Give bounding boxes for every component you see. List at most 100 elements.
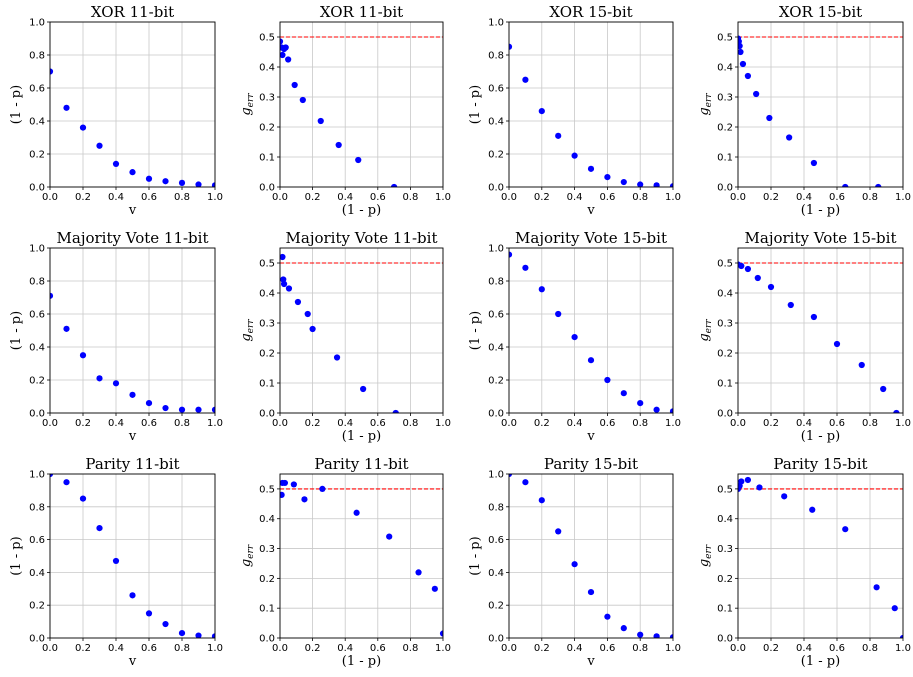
data-point <box>604 376 611 384</box>
data-point <box>620 390 627 397</box>
data-point <box>875 183 882 187</box>
panel-title: Parity 11-bit <box>85 455 179 473</box>
axes-frame <box>49 21 216 188</box>
data-point <box>587 165 595 172</box>
data-point <box>604 174 611 181</box>
points-group <box>280 38 398 187</box>
y-tick-label: 0.4 <box>488 117 504 128</box>
y-tick-label: 0.2 <box>29 376 45 387</box>
data-point <box>587 588 595 596</box>
x-tick-label: 0.6 <box>141 643 157 654</box>
data-point <box>739 60 747 68</box>
points-group <box>738 261 900 413</box>
y-tick-label: 0.5 <box>259 484 275 495</box>
y-tick-label: 0.4 <box>29 343 45 354</box>
data-point <box>96 375 103 382</box>
x-tick-label: 0.0 <box>730 192 746 203</box>
x-tick-label: 1.0 <box>207 192 223 203</box>
data-point <box>162 404 169 412</box>
y-label-main: g <box>239 107 254 115</box>
data-point <box>63 104 70 111</box>
y-axis-label: gerr <box>239 93 256 116</box>
axes-frame <box>737 473 904 639</box>
data-point <box>842 183 849 187</box>
y-axis-label: (1 - p) <box>9 311 24 350</box>
x-tick-label: 1.0 <box>665 192 681 203</box>
y-tick-label: 0.6 <box>29 84 45 95</box>
x-axis-label: (1 - p) <box>342 429 381 444</box>
x-tick-label: 1.0 <box>895 643 911 654</box>
x-axis-label: v <box>586 429 595 444</box>
axes-frame <box>508 473 674 639</box>
panel-title: Majority Vote 15-bit <box>515 229 667 247</box>
data-point <box>653 633 660 638</box>
data-point <box>753 90 760 98</box>
x-tick-label: 0.6 <box>370 418 386 429</box>
points-group <box>738 476 903 638</box>
data-point <box>280 38 284 45</box>
data-point <box>891 605 898 612</box>
y-tick-label: 0.4 <box>259 514 275 525</box>
points-group <box>509 251 673 413</box>
data-point <box>280 491 285 498</box>
data-point <box>335 141 342 149</box>
x-tick-label: 0.6 <box>599 643 615 654</box>
y-axis-label: gerr <box>239 319 256 342</box>
y-axis-label: gerr <box>697 93 714 116</box>
y-tick-label: 0.2 <box>259 349 275 360</box>
points-group <box>50 292 215 413</box>
y-tick-label: 0.3 <box>259 93 275 104</box>
x-tick-label: 1.0 <box>895 192 911 203</box>
data-point <box>162 178 169 185</box>
y-tick-label: 0.8 <box>488 277 504 288</box>
x-tick-label: 0.2 <box>75 643 91 654</box>
data-point <box>810 159 818 167</box>
y-axis-label: gerr <box>697 544 714 567</box>
x-tick-label: 0.6 <box>599 418 615 429</box>
data-point <box>79 352 87 359</box>
data-point <box>637 400 644 407</box>
data-point <box>211 633 215 638</box>
x-tick-label: 1.0 <box>435 643 451 654</box>
panel-maj15-g: 0.0 0.2 0.4 0.6 0.8 1.0 0.0 0.1 0.2 0.3 0.4 0.5 Majo… <box>697 229 911 444</box>
panel-par11-v: 0.0 0.2 0.4 0.6 0.8 1.0 0.0 0.2 0.4 0.6 0.8 1.0 Pari… <box>9 455 223 669</box>
x-tick-label: 1.0 <box>207 643 223 654</box>
y-axis-label: (1 - p) <box>468 311 483 350</box>
data-point <box>744 476 752 484</box>
x-tick-label: 0.6 <box>829 192 845 203</box>
x-tick-label: 0.4 <box>337 192 353 203</box>
y-tick-label: 0.4 <box>717 63 733 74</box>
data-point <box>96 525 103 532</box>
data-point <box>129 391 136 398</box>
x-tick-label: 0.2 <box>75 192 91 203</box>
x-tick-label: 0.6 <box>370 192 386 203</box>
y-tick-label: 0.2 <box>488 376 504 387</box>
x-tick-label: 0.0 <box>501 643 517 654</box>
y-tick-label: 0.1 <box>259 604 275 615</box>
x-tick-label: 0.4 <box>337 418 353 429</box>
data-point <box>538 497 545 504</box>
data-point <box>587 357 595 364</box>
data-point <box>360 385 367 393</box>
x-axis-label: (1 - p) <box>801 654 840 669</box>
data-point <box>555 132 562 139</box>
y-label-subscript: err <box>246 319 256 334</box>
data-point <box>211 182 215 187</box>
y-tick-label: 0.1 <box>259 379 275 390</box>
y-tick-label: 0.2 <box>488 601 504 612</box>
data-point <box>309 325 316 333</box>
x-axis-label: v <box>128 429 137 444</box>
y-tick-label: 0.0 <box>29 409 45 420</box>
data-point <box>880 385 887 393</box>
x-tick-label: 0.2 <box>75 418 91 429</box>
y-tick-label: 0.2 <box>29 150 45 161</box>
x-tick-label: 1.0 <box>435 418 451 429</box>
y-tick-label: 0.5 <box>259 259 275 270</box>
y-tick-label: 1.0 <box>29 244 45 255</box>
points-group <box>509 474 673 638</box>
data-point <box>653 182 660 187</box>
data-point <box>653 406 660 413</box>
y-label-main: g <box>239 333 254 341</box>
y-tick-label: 0.6 <box>29 310 45 321</box>
data-point <box>439 630 443 637</box>
